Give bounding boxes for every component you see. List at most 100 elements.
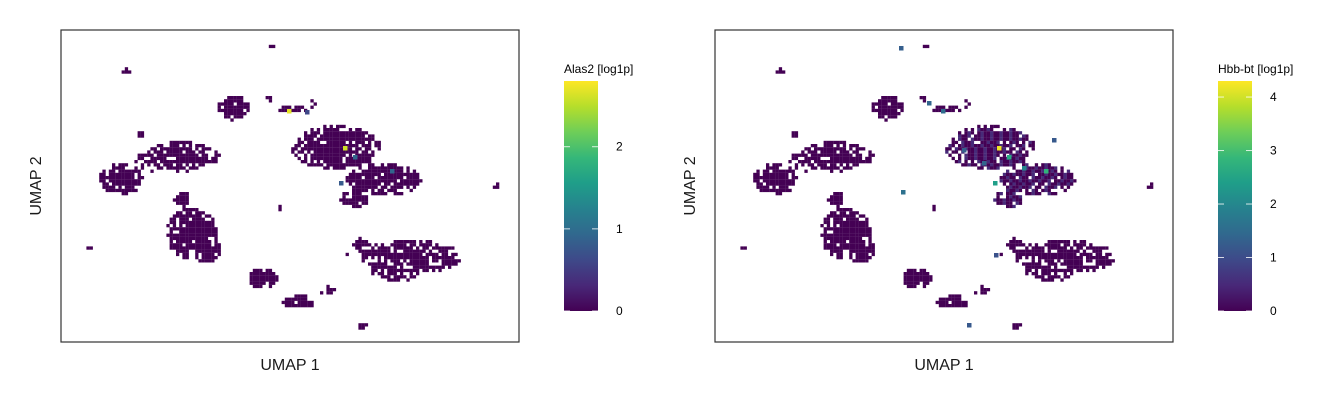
point	[342, 195, 346, 199]
point	[188, 233, 193, 237]
point	[323, 137, 327, 141]
point	[778, 169, 783, 173]
point	[396, 278, 401, 282]
point	[179, 236, 183, 241]
point	[240, 112, 244, 116]
point	[393, 176, 397, 180]
point	[374, 169, 378, 173]
point	[268, 275, 273, 279]
point	[390, 243, 394, 247]
point	[268, 284, 273, 289]
point	[182, 246, 186, 250]
point	[403, 249, 407, 253]
point	[842, 166, 847, 170]
point	[201, 236, 205, 241]
hotspot-point	[941, 109, 946, 114]
point	[384, 265, 388, 269]
colorbar-tick-label: 2	[1270, 197, 1277, 211]
point	[1015, 140, 1019, 145]
point	[176, 169, 180, 173]
point	[983, 128, 987, 132]
point	[842, 211, 847, 215]
umap-points	[740, 44, 1154, 330]
point	[1073, 252, 1077, 257]
point	[881, 112, 885, 116]
point	[182, 240, 186, 244]
point	[188, 140, 193, 145]
point	[419, 256, 423, 260]
point	[996, 163, 1000, 167]
point	[396, 275, 401, 279]
point	[1015, 198, 1019, 202]
point	[993, 166, 997, 170]
point	[791, 131, 795, 135]
point	[390, 188, 394, 193]
point	[358, 188, 362, 193]
point	[855, 246, 859, 250]
point	[836, 252, 840, 257]
point	[922, 278, 927, 282]
point	[1012, 198, 1016, 202]
point	[817, 160, 821, 164]
point	[371, 137, 375, 141]
point	[1038, 265, 1042, 269]
point	[967, 147, 971, 151]
hotspot-point	[967, 323, 972, 328]
point	[387, 246, 391, 250]
point	[403, 179, 407, 183]
point	[352, 198, 356, 202]
point	[102, 182, 106, 186]
point	[785, 179, 789, 183]
point	[833, 243, 837, 247]
point	[195, 249, 199, 253]
point	[839, 249, 843, 253]
point	[195, 144, 199, 148]
point	[416, 265, 420, 269]
point	[105, 182, 109, 186]
point	[393, 252, 397, 257]
point	[1012, 249, 1016, 253]
umap-points	[86, 44, 500, 330]
point	[1095, 246, 1099, 250]
point	[169, 140, 173, 145]
point	[220, 102, 225, 106]
point	[390, 176, 394, 180]
point	[881, 96, 885, 100]
point	[1028, 185, 1032, 189]
point	[855, 243, 859, 247]
point	[970, 156, 975, 161]
point	[1015, 150, 1019, 154]
point	[913, 281, 917, 285]
point	[358, 128, 362, 132]
point	[435, 256, 439, 260]
point	[958, 134, 962, 138]
point	[153, 150, 157, 154]
point	[842, 220, 847, 225]
point	[1047, 265, 1051, 269]
point	[1009, 140, 1013, 145]
point	[964, 300, 968, 305]
point	[1038, 179, 1042, 183]
point	[195, 236, 199, 241]
point	[1022, 137, 1026, 141]
point	[858, 236, 863, 241]
point	[1079, 252, 1083, 257]
point	[371, 185, 375, 189]
point	[377, 144, 381, 148]
point	[839, 195, 843, 199]
point	[839, 230, 843, 234]
point	[762, 179, 767, 183]
point	[435, 243, 439, 247]
point	[986, 128, 991, 132]
point	[137, 176, 141, 180]
point	[115, 179, 119, 183]
point	[855, 259, 859, 263]
point	[833, 147, 837, 151]
point	[890, 99, 895, 103]
point	[291, 300, 295, 305]
point	[307, 150, 311, 154]
point	[993, 150, 997, 154]
point	[355, 150, 359, 154]
point	[227, 108, 231, 113]
point	[1012, 179, 1016, 183]
